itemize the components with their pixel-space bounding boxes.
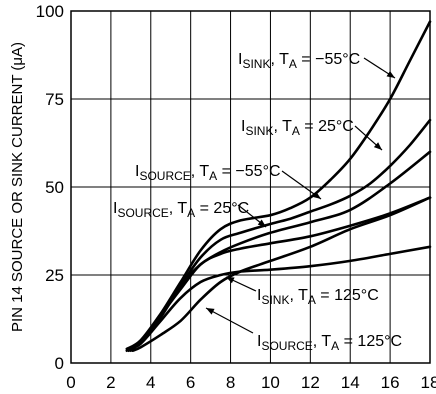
tick-labels: 0 2 4 6 8 10 12 14 16 18 0 25 50 75 100 bbox=[36, 2, 436, 392]
annotation-part: SINK bbox=[245, 124, 273, 138]
x-tick-label: 12 bbox=[301, 373, 320, 392]
annotation-part: A bbox=[331, 339, 339, 353]
y-axis-label: PIN 14 SOURCE OR SINK CURRENT (μA) bbox=[9, 42, 26, 332]
annotation-part: = 125°C bbox=[339, 333, 402, 350]
annotation-part: SOURCE bbox=[117, 206, 168, 220]
annotation-part: = 25°C bbox=[300, 118, 354, 135]
leader-arrowhead bbox=[386, 70, 395, 78]
leader-arrowhead bbox=[226, 277, 235, 284]
annotation-part: I bbox=[257, 333, 261, 350]
y-tick-label: 100 bbox=[36, 2, 64, 21]
x-tick-label: 16 bbox=[381, 373, 400, 392]
annotation-part: = 25°C bbox=[195, 200, 249, 217]
leader-line bbox=[281, 170, 322, 200]
series-line-4 bbox=[127, 196, 432, 352]
annotation-part: A bbox=[289, 57, 297, 71]
x-tick-label: 4 bbox=[146, 373, 155, 392]
x-tick-label: 10 bbox=[261, 373, 280, 392]
x-tick-label: 6 bbox=[186, 373, 195, 392]
annotation-label: ISINK, TA = 125°C bbox=[257, 287, 379, 307]
y-tick-label: 75 bbox=[45, 90, 64, 109]
annotation-part: , T bbox=[191, 163, 210, 180]
annotation-part: I bbox=[241, 118, 245, 135]
annotation-part: A bbox=[308, 293, 316, 307]
annotation-part: , T bbox=[273, 118, 292, 135]
annotation-part: I bbox=[113, 200, 117, 217]
annotation-label: ISOURCE, TA = 125°C bbox=[257, 333, 402, 353]
annotation-label: ISINK, TA = −55°C bbox=[238, 51, 360, 71]
annotation-part: , T bbox=[313, 333, 332, 350]
leader-arrowhead bbox=[373, 142, 382, 150]
leader-arrowhead bbox=[206, 308, 215, 315]
annotation-part: A bbox=[209, 169, 217, 183]
series-line-6 bbox=[131, 196, 432, 352]
x-tick-label: 0 bbox=[66, 373, 75, 392]
annotation-part: SOURCE bbox=[139, 169, 190, 183]
annotation-label: ISOURCE, TA = −55°C bbox=[135, 163, 281, 183]
series-line-2 bbox=[129, 118, 432, 352]
annotation-part: SINK bbox=[261, 293, 289, 307]
leader-lines bbox=[205, 57, 396, 334]
grid bbox=[71, 11, 430, 363]
annotation-part: I bbox=[135, 163, 139, 180]
leader-arrowhead bbox=[312, 191, 321, 199]
annotation-part: A bbox=[187, 206, 195, 220]
annotation-part: I bbox=[257, 287, 261, 304]
annotation-part: , T bbox=[270, 51, 289, 68]
plot-frame bbox=[70, 10, 431, 364]
annotation-label: ISINK, TA = 25°C bbox=[241, 118, 354, 138]
annotation-label: ISOURCE, TA = 25°C bbox=[113, 200, 249, 220]
annotation-part: , T bbox=[289, 287, 308, 304]
y-tick-label: 25 bbox=[45, 266, 64, 285]
x-tick-label: 8 bbox=[226, 373, 235, 392]
annotation-part: A bbox=[292, 124, 300, 138]
annotation-part: = −55°C bbox=[297, 51, 360, 68]
series-line-5 bbox=[127, 245, 432, 351]
leader-line bbox=[205, 307, 254, 334]
annotation-part: , T bbox=[169, 200, 188, 217]
y-tick-label: 50 bbox=[45, 178, 64, 197]
x-tick-label: 14 bbox=[341, 373, 360, 392]
annotation-part: = −55°C bbox=[217, 163, 280, 180]
x-tick-label: 18 bbox=[421, 373, 436, 392]
series-layer bbox=[125, 20, 432, 352]
annotation-part: I bbox=[238, 51, 242, 68]
annotation-part: = 125°C bbox=[316, 287, 379, 304]
y-tick-label: 0 bbox=[55, 354, 64, 373]
leader-arrowhead bbox=[257, 219, 266, 227]
annotation-part: SOURCE bbox=[261, 339, 312, 353]
x-tick-label: 2 bbox=[106, 373, 115, 392]
annotation-part: SINK bbox=[242, 57, 270, 71]
